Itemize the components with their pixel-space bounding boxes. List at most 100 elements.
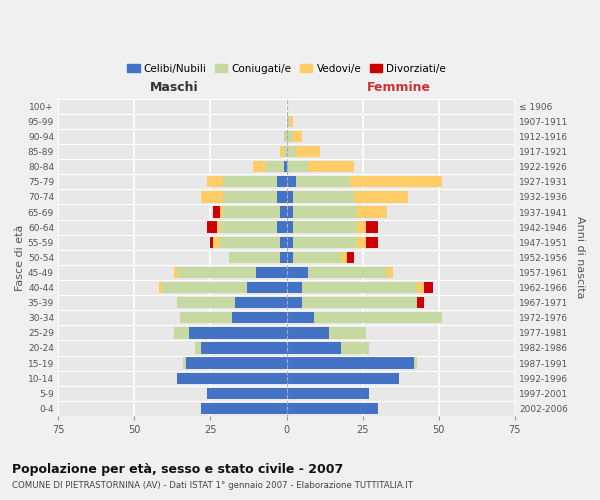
Bar [195, 342, 202, 353]
Bar [296, 146, 320, 157]
Bar [302, 282, 418, 293]
Bar [253, 161, 265, 172]
Bar [177, 372, 287, 384]
Bar [302, 297, 418, 308]
Bar [177, 267, 256, 278]
Bar [290, 116, 293, 127]
Bar [293, 222, 356, 233]
Text: Femmine: Femmine [367, 81, 431, 94]
Bar [287, 327, 329, 338]
Bar [202, 191, 223, 202]
Bar [229, 252, 280, 263]
Bar [202, 342, 287, 353]
Bar [314, 312, 442, 324]
Bar [280, 146, 284, 157]
Bar [208, 222, 217, 233]
Bar [287, 161, 308, 172]
Bar [280, 206, 287, 218]
Bar [356, 222, 366, 233]
Bar [284, 131, 287, 142]
Bar [287, 236, 293, 248]
Bar [287, 191, 293, 202]
Bar [353, 191, 409, 202]
Text: Popolazione per età, sesso e stato civile - 2007: Popolazione per età, sesso e stato civil… [12, 462, 343, 475]
Bar [341, 342, 369, 353]
Bar [280, 252, 287, 263]
Bar [287, 312, 314, 324]
Bar [223, 191, 277, 202]
Bar [293, 206, 356, 218]
Bar [220, 222, 277, 233]
Bar [287, 222, 293, 233]
Bar [284, 146, 287, 157]
Bar [265, 161, 284, 172]
Bar [287, 358, 415, 369]
Bar [424, 282, 433, 293]
Bar [280, 236, 287, 248]
Bar [247, 282, 287, 293]
Bar [174, 267, 177, 278]
Bar [329, 327, 366, 338]
Bar [214, 236, 220, 248]
Bar [287, 176, 296, 188]
Bar [293, 191, 353, 202]
Bar [415, 358, 418, 369]
Bar [293, 252, 341, 263]
Bar [158, 282, 162, 293]
Text: COMUNE DI PIETRASTORNINA (AV) - Dati ISTAT 1° gennaio 2007 - Elaborazione TUTTIT: COMUNE DI PIETRASTORNINA (AV) - Dati IST… [12, 481, 413, 490]
Bar [177, 297, 235, 308]
Bar [223, 176, 277, 188]
Bar [202, 403, 287, 414]
Bar [223, 206, 280, 218]
Bar [296, 176, 350, 188]
Bar [350, 176, 442, 188]
Bar [341, 252, 347, 263]
Bar [287, 206, 293, 218]
Bar [256, 267, 287, 278]
Bar [174, 327, 189, 338]
Y-axis label: Anni di nascita: Anni di nascita [575, 216, 585, 298]
Bar [387, 267, 393, 278]
Bar [277, 191, 287, 202]
Bar [220, 206, 223, 218]
Bar [287, 297, 302, 308]
Bar [183, 358, 186, 369]
Bar [208, 176, 223, 188]
Bar [220, 236, 280, 248]
Bar [287, 388, 369, 399]
Bar [186, 358, 287, 369]
Y-axis label: Fasce di età: Fasce di età [15, 224, 25, 290]
Bar [277, 222, 287, 233]
Bar [356, 206, 387, 218]
Bar [284, 161, 287, 172]
Bar [287, 116, 290, 127]
Bar [287, 372, 399, 384]
Bar [366, 236, 378, 248]
Bar [232, 312, 287, 324]
Bar [287, 252, 293, 263]
Text: Maschi: Maschi [149, 81, 198, 94]
Bar [287, 403, 378, 414]
Bar [287, 267, 308, 278]
Bar [293, 131, 302, 142]
Bar [277, 176, 287, 188]
Bar [162, 282, 247, 293]
Bar [211, 236, 214, 248]
Bar [308, 267, 387, 278]
Bar [287, 146, 296, 157]
Bar [293, 236, 356, 248]
Bar [180, 312, 232, 324]
Bar [308, 161, 353, 172]
Legend: Celibi/Nubili, Coniugati/e, Vedovi/e, Divorziati/e: Celibi/Nubili, Coniugati/e, Vedovi/e, Di… [123, 60, 450, 78]
Bar [366, 222, 378, 233]
Bar [418, 297, 424, 308]
Bar [208, 388, 287, 399]
Bar [189, 327, 287, 338]
Bar [235, 297, 287, 308]
Bar [347, 252, 353, 263]
Bar [418, 282, 424, 293]
Bar [287, 282, 302, 293]
Bar [356, 236, 366, 248]
Bar [287, 131, 293, 142]
Bar [214, 206, 220, 218]
